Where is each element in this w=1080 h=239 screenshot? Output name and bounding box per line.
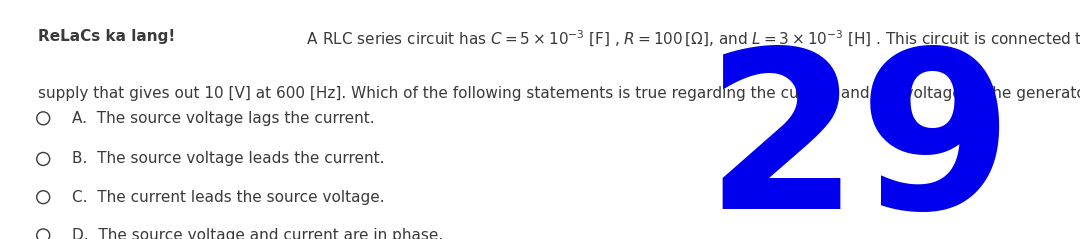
Text: D.  The source voltage and current are in phase.: D. The source voltage and current are in… bbox=[72, 228, 444, 239]
Text: 29: 29 bbox=[704, 41, 1013, 239]
Text: ReLaCs ka lang!: ReLaCs ka lang! bbox=[38, 29, 175, 44]
Text: C.  The current leads the source voltage.: C. The current leads the source voltage. bbox=[72, 190, 384, 205]
Text: B.  The source voltage leads the current.: B. The source voltage leads the current. bbox=[72, 152, 384, 166]
Text: A RLC series circuit has $C = 5 \times 10^{-3}$ [F] , $R = 100\,[\Omega]$, and $: A RLC series circuit has $C = 5 \times 1… bbox=[301, 29, 1080, 49]
Text: supply that gives out 10 [V] at 600 [Hz]. Which of the following statements is t: supply that gives out 10 [V] at 600 [Hz]… bbox=[38, 86, 1080, 101]
Text: A.  The source voltage lags the current.: A. The source voltage lags the current. bbox=[72, 111, 375, 126]
